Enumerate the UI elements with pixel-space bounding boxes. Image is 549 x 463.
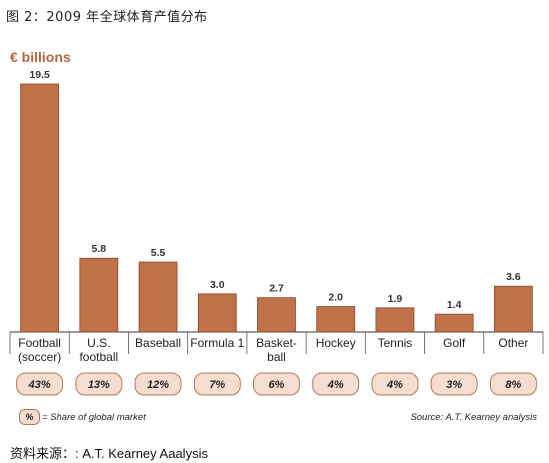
unit-label: € billions <box>10 49 71 65</box>
bar <box>138 261 178 333</box>
share-label: 43% <box>28 379 51 391</box>
bar-value-label: 1.9 <box>388 293 403 305</box>
share-badge <box>134 372 182 396</box>
share-badge <box>75 372 123 396</box>
share-badge <box>193 372 241 396</box>
bar-value-label: 3.0 <box>210 279 225 291</box>
bar <box>257 297 296 333</box>
bar-value-label: 5.8 <box>92 243 107 255</box>
category-label: Football <box>18 336 61 350</box>
bar <box>375 307 415 333</box>
share-badge <box>253 372 300 396</box>
category-label: Other <box>498 336 528 350</box>
share-label: 13% <box>88 379 110 391</box>
share-badge <box>489 372 537 396</box>
share-badge <box>371 372 419 396</box>
category-label: Hockey <box>316 336 356 350</box>
category-label: Formula 1 <box>190 336 244 350</box>
category-label: Tennis <box>378 336 413 350</box>
bar-value-label: 19.5 <box>29 69 50 81</box>
share-label: 12% <box>147 379 169 391</box>
bar <box>197 293 237 333</box>
category-label: (soccer) <box>18 350 61 364</box>
category-label: football <box>79 350 118 364</box>
bar-value-label: 2.7 <box>269 283 284 295</box>
bar <box>316 306 356 333</box>
bottom-source-note: 资料来源：: A.T. Kearney Aaalysis <box>10 446 208 461</box>
share-badge <box>16 372 64 396</box>
source-note: Source: A.T. Kearney analysis <box>410 412 537 423</box>
bar-value-label: 5.5 <box>151 247 166 259</box>
category-label: ball <box>267 350 286 364</box>
share-label: 7% <box>209 379 225 391</box>
bar <box>493 285 533 333</box>
share-legend-key: % <box>19 409 40 425</box>
bar <box>434 313 474 333</box>
category-label: Basket- <box>256 336 297 350</box>
category-label: U.S. <box>87 336 110 350</box>
share-label: 4% <box>327 379 344 391</box>
bar <box>20 83 60 333</box>
bar-value-label: 1.4 <box>447 299 462 311</box>
bar <box>79 257 119 333</box>
bar-value-label: 3.6 <box>506 271 521 283</box>
bar-value-label: 2.0 <box>328 292 343 304</box>
share-label: 3% <box>446 379 462 391</box>
share-badge <box>312 372 360 396</box>
share-label: 8% <box>505 379 521 391</box>
category-label: Golf <box>443 336 466 350</box>
share-label: 6% <box>269 379 285 391</box>
share-legend-text: = Share of global market <box>42 412 146 423</box>
figure-title: 图 2：2009 年全球体育产值分布 <box>6 10 208 25</box>
category-label: Baseball <box>135 336 181 350</box>
share-badge <box>430 372 478 396</box>
share-label: 4% <box>386 379 403 391</box>
